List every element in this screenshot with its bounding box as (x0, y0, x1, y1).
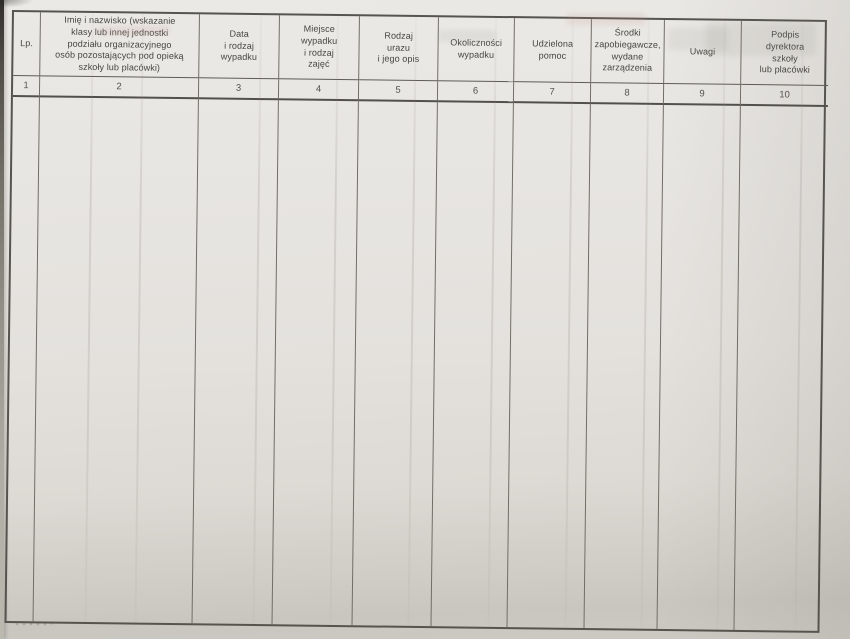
body-cell-name-and-class (33, 97, 199, 624)
header-help-given: Udzielona pomoc (514, 18, 592, 84)
body-cell-help-given (507, 103, 591, 629)
register-table-grid: Lp. Imię i nazwisko (wskazanie klasy lub… (4, 10, 829, 633)
column-number-3: 3 (198, 78, 280, 101)
body-cell-director-signature (734, 106, 827, 631)
accident-register-table: Lp. Imię i nazwisko (wskazanie klasy lub… (4, 10, 829, 633)
body-cell-circumstances (431, 102, 514, 628)
column-number-8: 8 (590, 83, 665, 105)
column-number-2: 2 (39, 76, 200, 100)
header-preventive-measures: Środki zapobiegawcze, wydane zarządzenia (591, 19, 665, 84)
column-number-10: 10 (740, 84, 829, 107)
body-cell-remarks (657, 104, 741, 630)
header-director-signature: Podpis dyrektora szkoły lub placówki (741, 20, 829, 86)
header-injury-description: Rodzaj urazu i jego opis (359, 16, 439, 82)
column-number-9: 9 (663, 83, 742, 106)
column-number-5: 5 (358, 80, 439, 103)
body-cell-preventive-measures (584, 104, 664, 629)
header-date-and-type: Data i rodzaj wypadku (199, 14, 280, 80)
body-cell-date-and-type (192, 99, 279, 625)
column-number-1: 1 (12, 76, 41, 98)
header-name-and-class: Imię i nazwisko (wskazanie klasy lub inn… (40, 12, 200, 79)
column-number-6: 6 (437, 81, 515, 104)
header-lp: Lp. (13, 12, 41, 77)
header-place-and-activity: Miejsce wypadku i rodzaj zajęć (279, 15, 360, 81)
header-remarks: Uwagi (664, 19, 742, 85)
header-circumstances: Okoliczności wypadku (438, 17, 515, 83)
page-edge-shadow (0, 0, 4, 639)
column-number-4: 4 (278, 79, 360, 102)
body-cell-place-and-activity (272, 100, 359, 626)
column-number-7: 7 (513, 82, 592, 105)
page-corner-shadow (0, 0, 34, 8)
body-cell-injury-description (352, 101, 438, 627)
